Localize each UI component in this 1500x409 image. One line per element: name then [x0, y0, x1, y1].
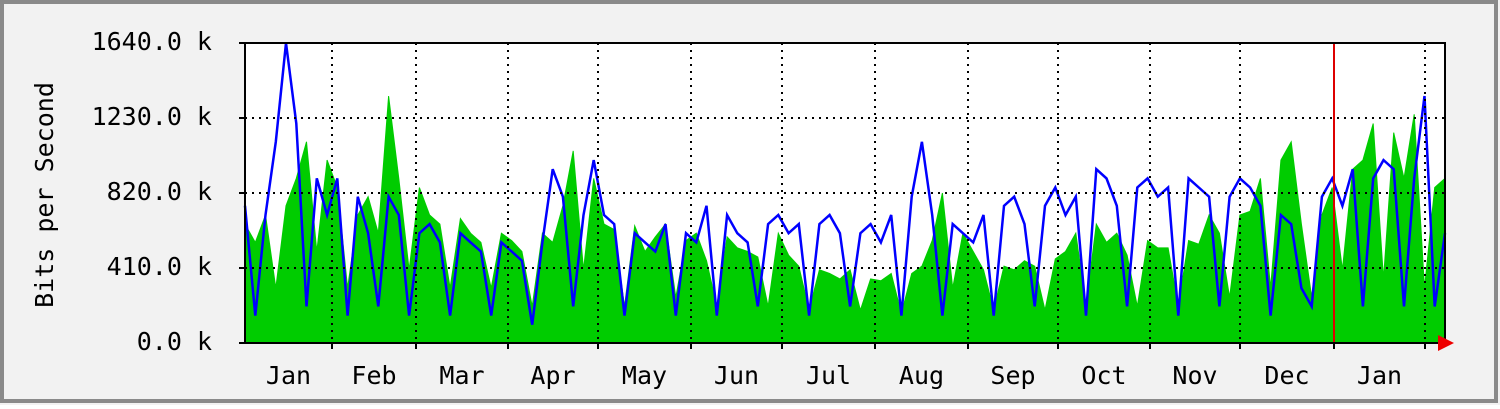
x-tick-label: Apr — [530, 361, 575, 390]
out-line — [243, 42, 1447, 325]
x-tick-label: Feb — [351, 361, 396, 390]
x-tick-label: May — [622, 361, 667, 390]
x-tick-label: Sep — [990, 361, 1035, 390]
y-tick-label: 0.0 k — [137, 327, 212, 356]
x-tick-label: Mar — [439, 361, 484, 390]
x-tick-label: Dec — [1264, 361, 1309, 390]
x-tick-label: Jan — [266, 361, 311, 390]
y-tick-label: 820.0 k — [107, 177, 212, 206]
x-tick-label: Aug — [899, 361, 944, 390]
x-tick-label: Jun — [714, 361, 759, 390]
x-tick-label: Jan — [1357, 361, 1402, 390]
plot — [243, 42, 1447, 344]
in-area — [244, 95, 1446, 344]
x-axis-arrow — [1438, 335, 1454, 351]
x-tick-label: Nov — [1172, 361, 1217, 390]
x-tick-label: Oct — [1081, 361, 1126, 390]
y-tick-label: 1640.0 k — [92, 27, 212, 56]
y-tick-label: 410.0 k — [107, 252, 212, 281]
y-axis-label: Bits per Second — [30, 82, 59, 308]
x-tick-label: Jul — [806, 361, 851, 390]
y-tick-label: 1230.0 k — [92, 102, 212, 131]
